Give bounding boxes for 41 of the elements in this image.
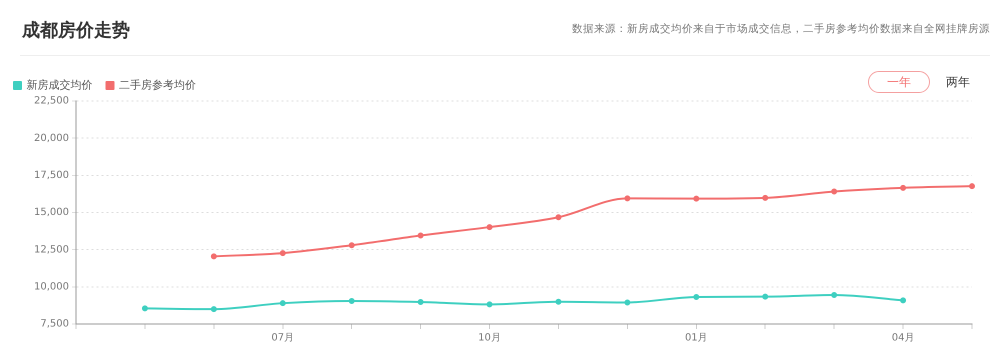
point [210,306,217,312]
point [210,253,217,260]
y-tick-label: 10,000 [34,281,69,292]
chart-title: 成都房价走势 [22,19,130,42]
point [900,184,906,191]
text: 两年 [946,74,970,91]
y-tick-label: 20,000 [34,132,69,144]
y-tick-label: 22,500 [34,96,69,107]
y-tick-label: 15,000 [34,207,69,218]
point [486,224,493,230]
point [555,298,562,305]
point [418,232,424,239]
point [418,299,424,305]
point [831,188,838,195]
legend-label: 二手房参考均价 [119,78,196,92]
point [693,294,700,300]
point [555,214,562,220]
x-tick-label: 10月 [478,332,501,344]
legend-label: 新房成交均价 [26,78,92,92]
point [762,294,768,300]
point [969,183,975,190]
point [762,194,768,201]
y-tick-label: 12,500 [34,244,69,256]
x-tick-label: 07月 [271,332,294,344]
point [624,195,630,202]
y-tick-label: 7,500 [40,318,69,330]
point [693,196,700,202]
point [280,300,286,306]
point [348,298,355,304]
point [142,305,148,312]
y-tick-label: 17,500 [34,170,69,181]
point [348,242,355,248]
text: 一年 [868,71,930,93]
point [831,292,838,298]
point [280,250,286,256]
point [900,297,906,304]
x-tick-label: 01月 [684,332,708,344]
source-note: 数据来源：新房成交均价来自于市场成交信息，二手房参考均价数据来自全网挂牌房源 [572,22,990,36]
point [624,299,630,306]
x-tick-label: 04月 [892,332,914,344]
point [486,301,493,308]
